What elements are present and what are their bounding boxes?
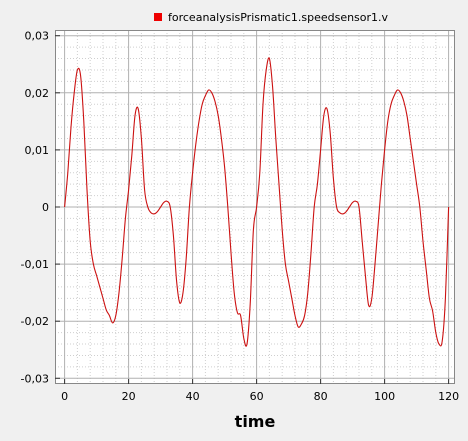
x-tick-label: 120 (438, 390, 459, 403)
x-axis-label: time (235, 412, 276, 431)
legend[interactable]: forceanalysisPrismatic1.speedsensor1.v (154, 11, 389, 24)
legend-swatch (154, 13, 162, 21)
major-gridlines (55, 30, 455, 384)
x-tick-label: 0 (61, 390, 68, 403)
y-tick-label: -0,02 (21, 315, 49, 328)
axis-ticks (55, 35, 450, 384)
series-layer (64, 57, 450, 347)
y-tick-label: -0,01 (21, 258, 49, 271)
y-tick-label: 0,02 (25, 87, 50, 100)
y-tick-label: 0,01 (25, 144, 50, 157)
y-tick-label: -0,03 (21, 372, 49, 385)
x-tick-label: 20 (122, 390, 136, 403)
y-tick-label: 0 (42, 201, 49, 214)
series-line[interactable] (64, 57, 450, 347)
y-tick-label: 0,03 (25, 30, 50, 43)
x-tick-label: 100 (374, 390, 395, 403)
x-tick-label: 40 (186, 390, 200, 403)
legend-label: forceanalysisPrismatic1.speedsensor1.v (168, 11, 389, 24)
x-tick-label: 80 (314, 390, 328, 403)
tick-labels: 0 20 40 60 80 100 120 -0,03 -0,02 -0,01 0 0,01 0,02 0… (21, 30, 460, 403)
x-tick-label: 60 (250, 390, 264, 403)
